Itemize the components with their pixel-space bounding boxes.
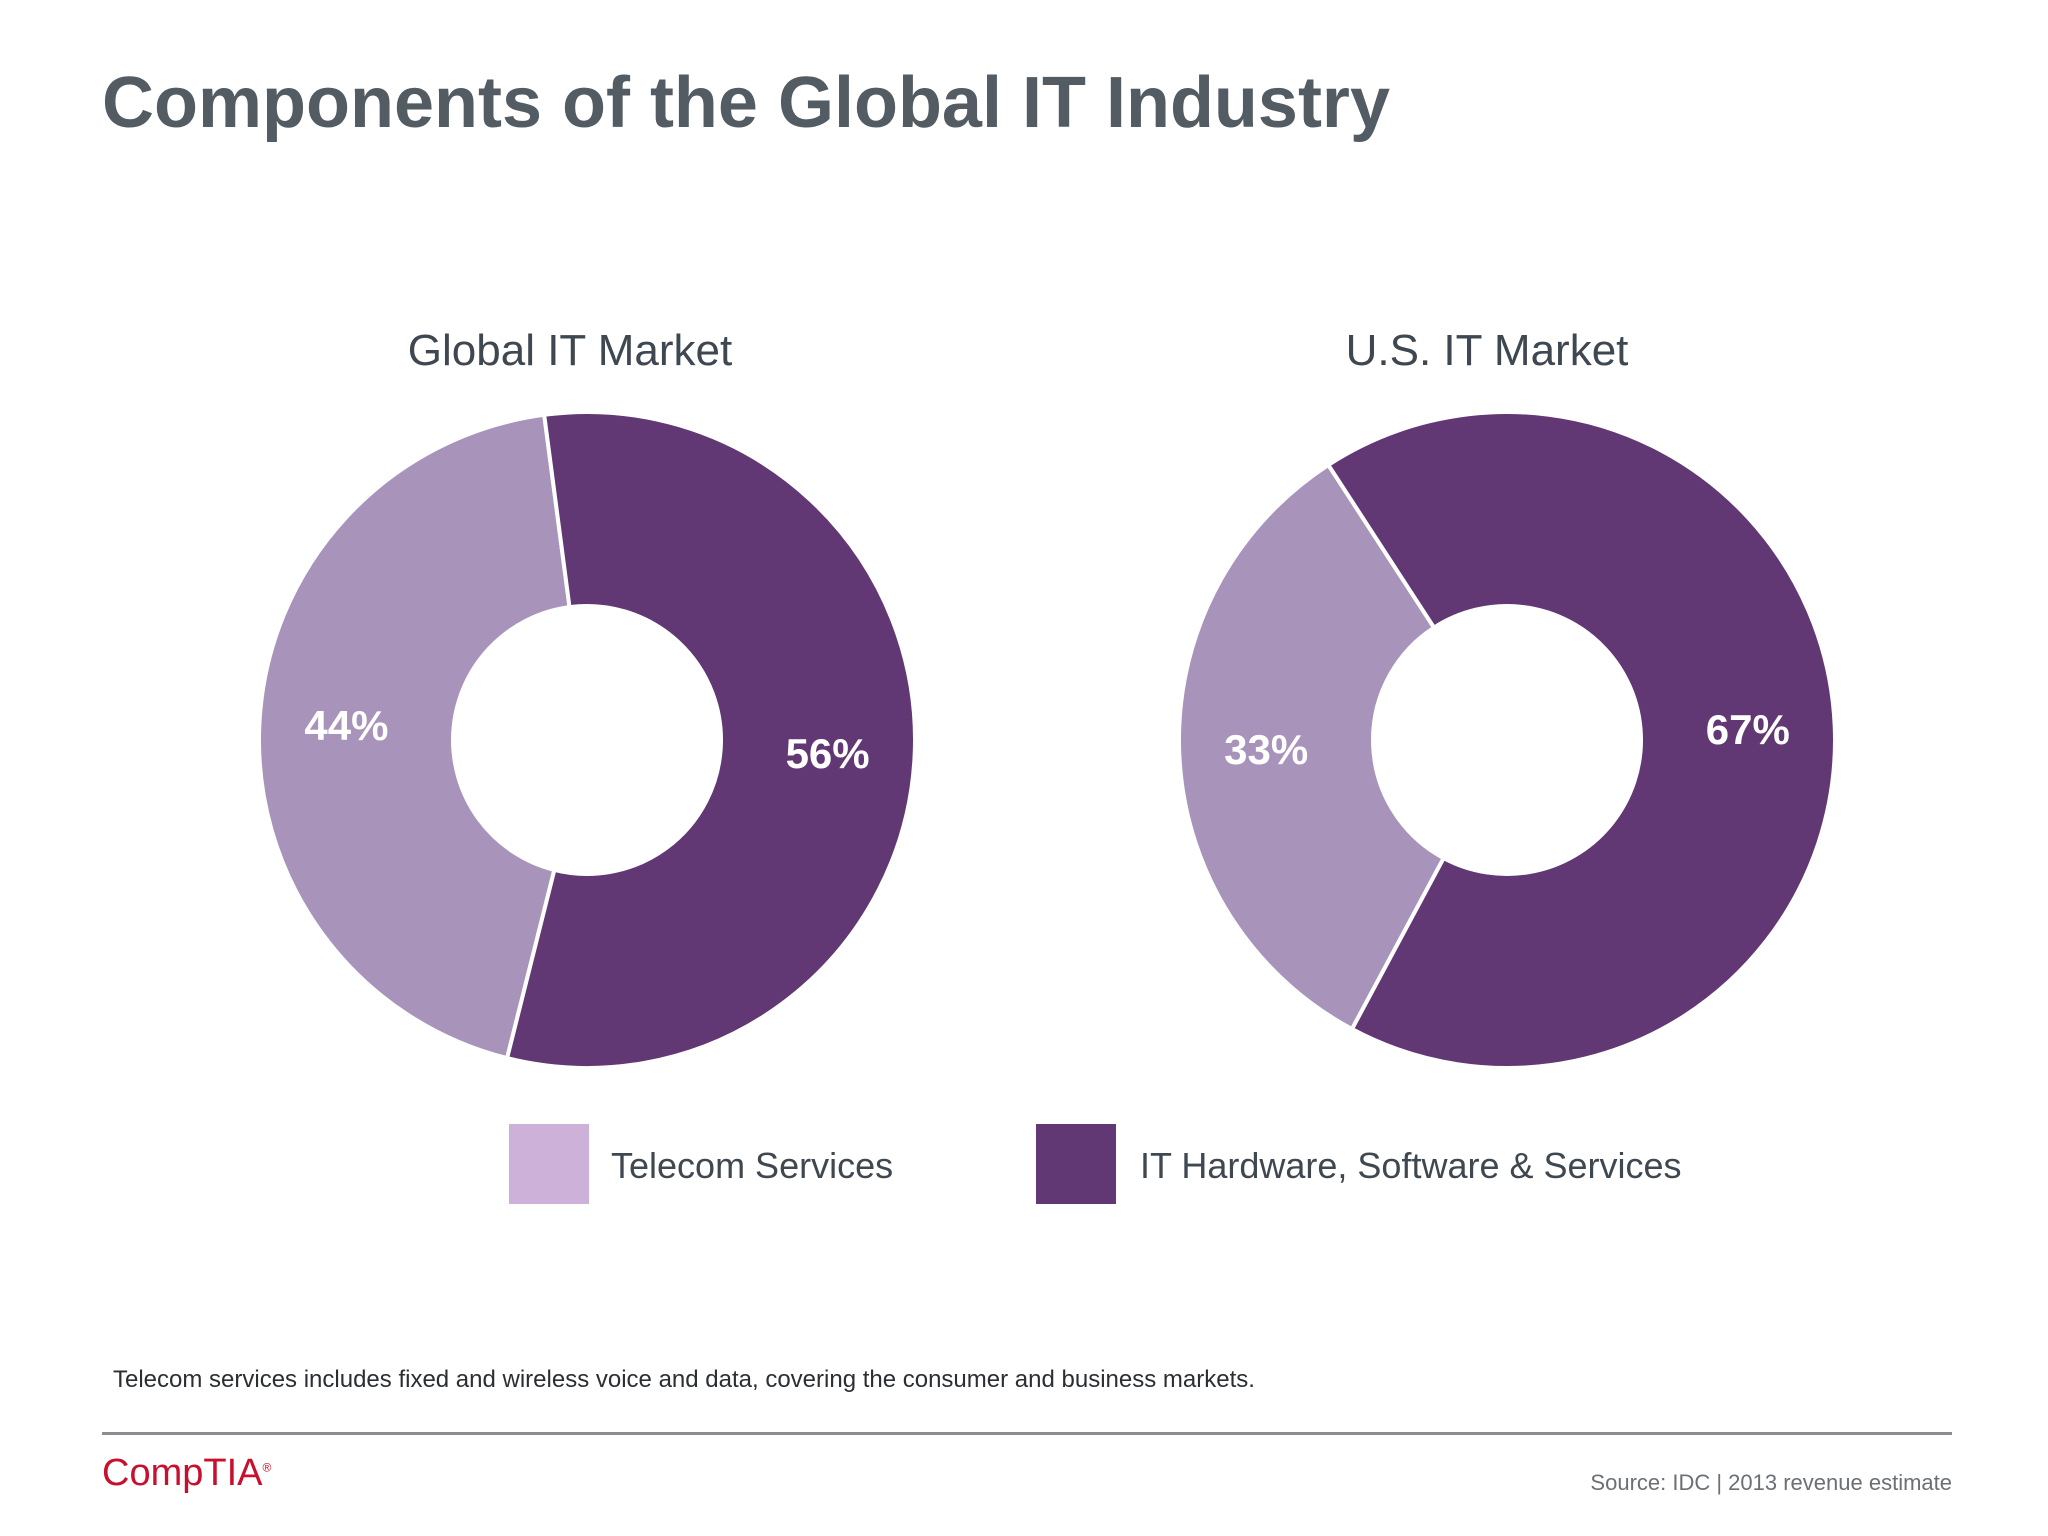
- logo-text: CompTIA: [102, 1452, 263, 1494]
- slice-it: [1325, 410, 1837, 1070]
- slice-it: [504, 410, 917, 1070]
- footnote: Telecom services includes fixed and wire…: [113, 1366, 1255, 1393]
- legend-label-telecom: Telecom Services: [611, 1145, 893, 1186]
- legend-label-it: IT Hardware, Software & Services: [1140, 1145, 1682, 1186]
- chart-title-us: U.S. IT Market: [1346, 326, 1629, 375]
- donut-global: 44% 56%: [257, 410, 917, 1070]
- slice-label-telecom: 33%: [1224, 726, 1308, 773]
- slice-telecom: [257, 412, 572, 1061]
- page-title: Components of the Global IT Industry: [102, 63, 1390, 143]
- slice-telecom: [1176, 462, 1447, 1032]
- legend-swatch-telecom: [509, 1124, 589, 1204]
- chart-title-global: Global IT Market: [408, 326, 732, 375]
- legend-swatch-it: [1036, 1124, 1116, 1204]
- divider: [102, 1432, 1952, 1435]
- slice-label-it: 67%: [1706, 706, 1790, 753]
- donut-us: 33% 67%: [1176, 410, 1837, 1070]
- source-note: Source: IDC | 2013 revenue estimate: [1590, 1470, 1952, 1495]
- slice-label-it: 56%: [786, 730, 870, 777]
- slice-label-telecom: 44%: [304, 702, 388, 749]
- comptia-logo: CompTIA®: [102, 1452, 272, 1494]
